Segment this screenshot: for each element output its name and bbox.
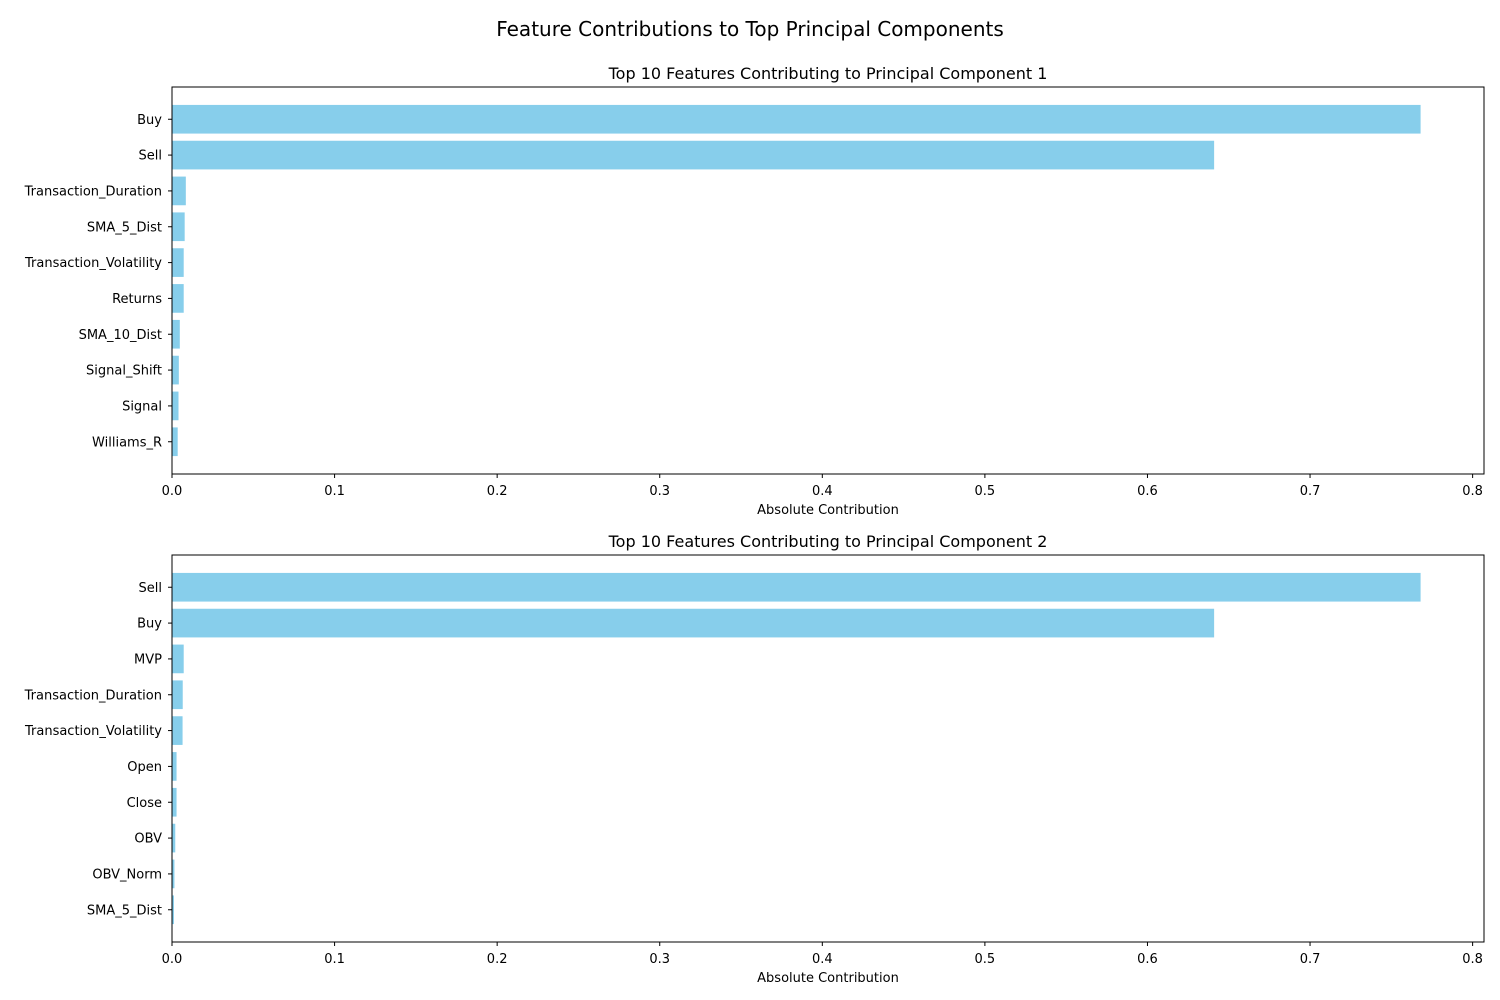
y-tick-label: Transaction_Duration [24,184,162,199]
bar-sma-5-dist [172,212,185,242]
axes-frame [171,554,1485,943]
x-tick-label: 0.7 [1300,484,1321,499]
chart-title: Top 10 Features Contributing to Principa… [608,532,1048,551]
bar-obv-norm [172,859,175,889]
x-axis-label: Absolute Contribution [757,971,899,986]
y-tick-label: Signal [122,399,162,414]
x-tick-label: 0.0 [162,952,183,967]
y-tick-label: Transaction_Volatility [24,724,162,739]
y-tick-label: Williams_R [92,435,162,450]
x-tick-label: 0.4 [812,952,833,967]
y-tick-label: SMA_5_Dist [87,220,162,235]
y-tick-label: Returns [112,292,162,307]
x-tick-label: 0.2 [487,952,508,967]
bar-buy [172,608,1215,638]
y-tick-label: Close [127,796,162,811]
chart-title: Top 10 Features Contributing to Principa… [608,64,1048,83]
bar-returns [172,284,184,313]
bar-sma-10-dist [172,319,180,349]
figure-suptitle: Feature Contributions to Top Principal C… [496,17,1004,41]
y-tick-label: Buy [137,113,162,128]
bar-sell [172,572,1421,602]
bar-transaction-duration [172,680,183,710]
y-tick-label: OBV [134,832,162,847]
y-tick-label: MVP [134,652,162,667]
y-tick-label: Sell [139,149,162,164]
y-tick-label: OBV_Norm [92,867,162,882]
bar-transaction-volatility [172,248,184,277]
x-tick-label: 0.4 [812,484,833,499]
x-tick-label: 0.3 [649,952,670,967]
y-tick-label: Open [127,760,162,775]
x-tick-label: 0.2 [487,484,508,499]
bar-signal-shift [172,355,179,385]
x-tick-label: 0.7 [1300,952,1321,967]
x-tick-label: 0.1 [324,952,345,967]
bar-open [172,752,177,781]
y-tick-label: Signal_Shift [86,364,162,379]
y-tick-label: Buy [137,617,162,632]
x-tick-label: 0.8 [1462,484,1483,499]
x-tick-label: 0.3 [649,484,670,499]
y-tick-label: Sell [139,581,162,596]
bar-obv [172,823,176,853]
x-tick-label: 0.6 [1137,952,1158,967]
bar-sma-5-dist [172,895,174,925]
subplot-pc2: Top 10 Features Contributing to Principa… [24,532,1485,986]
bar-williams-r [172,427,178,457]
bar-sell [172,140,1215,170]
bar-close [172,787,177,817]
y-tick-label: SMA_5_Dist [87,903,162,918]
y-tick-label: Transaction_Volatility [24,256,162,271]
y-tick-label: SMA_10_Dist [79,328,162,343]
x-axis-label: Absolute Contribution [757,503,899,518]
y-tick-label: Transaction_Duration [24,688,162,703]
x-tick-label: 0.5 [975,952,996,967]
bar-mvp [172,644,184,674]
bar-transaction-volatility [172,716,183,745]
bar-buy [172,104,1421,134]
x-tick-label: 0.5 [975,484,996,499]
x-tick-label: 0.6 [1137,484,1158,499]
x-tick-label: 0.1 [324,484,345,499]
bar-signal [172,391,179,421]
axes-frame [171,86,1485,475]
x-tick-label: 0.8 [1462,952,1483,967]
subplot-pc1: Top 10 Features Contributing to Principa… [24,64,1485,518]
x-tick-label: 0.0 [162,484,183,499]
bar-transaction-duration [172,176,186,206]
